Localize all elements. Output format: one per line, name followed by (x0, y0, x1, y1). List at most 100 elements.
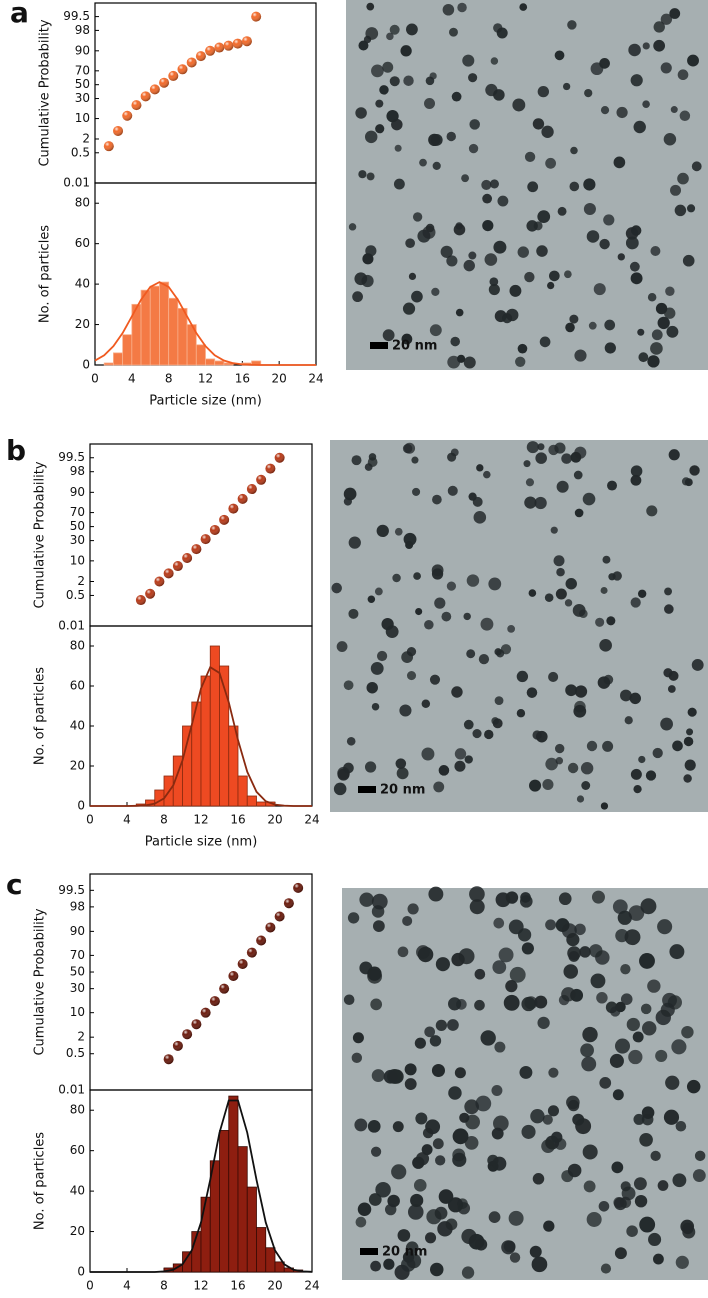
particle (424, 97, 436, 109)
particle (386, 32, 394, 41)
particle (600, 802, 609, 810)
particle (488, 283, 500, 296)
particle (343, 994, 355, 1006)
particle (596, 992, 608, 1004)
y-tick-label: 70 (70, 948, 85, 962)
bar (159, 281, 170, 366)
particle (633, 120, 646, 134)
particle (435, 1019, 448, 1032)
particle (352, 291, 363, 303)
particle (583, 178, 596, 191)
particle (639, 952, 655, 969)
data-point-shine (159, 77, 170, 88)
particle (447, 485, 458, 496)
particle (527, 181, 539, 193)
particle (542, 778, 554, 791)
bar (205, 358, 216, 366)
particle (424, 1026, 436, 1038)
data-point-shine (274, 911, 285, 922)
particle (541, 1139, 555, 1154)
particle (413, 572, 421, 580)
particle (376, 650, 388, 662)
particle (370, 998, 383, 1011)
particle (447, 1019, 459, 1031)
particle (368, 1193, 382, 1206)
particle (647, 355, 660, 368)
particle (665, 1075, 680, 1090)
particle (602, 555, 611, 564)
particle (493, 23, 503, 33)
bar (219, 1130, 230, 1273)
data-point-shine (246, 484, 257, 495)
particle (558, 892, 572, 906)
particle (331, 582, 342, 594)
particle (468, 251, 477, 260)
particle (581, 1056, 597, 1072)
particle (494, 696, 504, 706)
particle (653, 39, 666, 52)
particle (410, 1193, 424, 1208)
particle (452, 1148, 466, 1162)
particle (526, 441, 539, 454)
particle (371, 905, 385, 918)
data-point-shine (293, 882, 304, 893)
y-tick-label: 20 (70, 759, 85, 773)
particle (691, 161, 702, 172)
particle (428, 886, 444, 902)
y-axis-label: No. of particles (33, 667, 48, 765)
particle (428, 133, 441, 147)
particle (630, 768, 642, 780)
bar (149, 285, 160, 366)
particle (630, 474, 642, 486)
particle (664, 587, 672, 596)
particle (669, 8, 681, 19)
particle (402, 302, 416, 315)
data-point-shine (195, 51, 206, 62)
particle (447, 355, 461, 369)
particle (599, 58, 610, 69)
particle (686, 204, 696, 213)
panel-label: a (10, 0, 29, 29)
particle (375, 1181, 391, 1198)
particle (402, 915, 413, 926)
particle (598, 1200, 610, 1212)
particle (593, 283, 606, 296)
particle (421, 1144, 433, 1156)
particle (657, 1180, 669, 1191)
bar (113, 352, 124, 366)
particle (503, 994, 520, 1011)
particle (574, 446, 587, 459)
particle (481, 179, 492, 190)
particle (660, 62, 672, 74)
data-point-shine (149, 84, 160, 95)
particle (626, 1017, 640, 1032)
particle (532, 1173, 545, 1185)
particle (630, 272, 643, 285)
particle (615, 928, 629, 943)
particle (628, 905, 645, 921)
particle (441, 611, 452, 622)
particle (468, 1233, 485, 1250)
bar (256, 801, 267, 807)
particle (662, 992, 677, 1008)
particle (537, 210, 551, 223)
particle (586, 1211, 602, 1227)
particle (569, 181, 580, 192)
particle (492, 960, 507, 975)
particle (567, 1099, 580, 1112)
fit-curve (90, 665, 312, 807)
particle (642, 1021, 657, 1036)
particle (417, 229, 431, 243)
particle (359, 892, 374, 907)
particle (364, 761, 377, 773)
particle (524, 271, 535, 283)
particle (686, 728, 694, 736)
particle (609, 1053, 624, 1068)
particle (494, 1041, 506, 1053)
particle (529, 1245, 542, 1258)
particle (615, 1001, 626, 1013)
particle (461, 1266, 475, 1279)
particle (624, 929, 641, 946)
particle (431, 1063, 445, 1078)
particle (435, 1155, 446, 1166)
